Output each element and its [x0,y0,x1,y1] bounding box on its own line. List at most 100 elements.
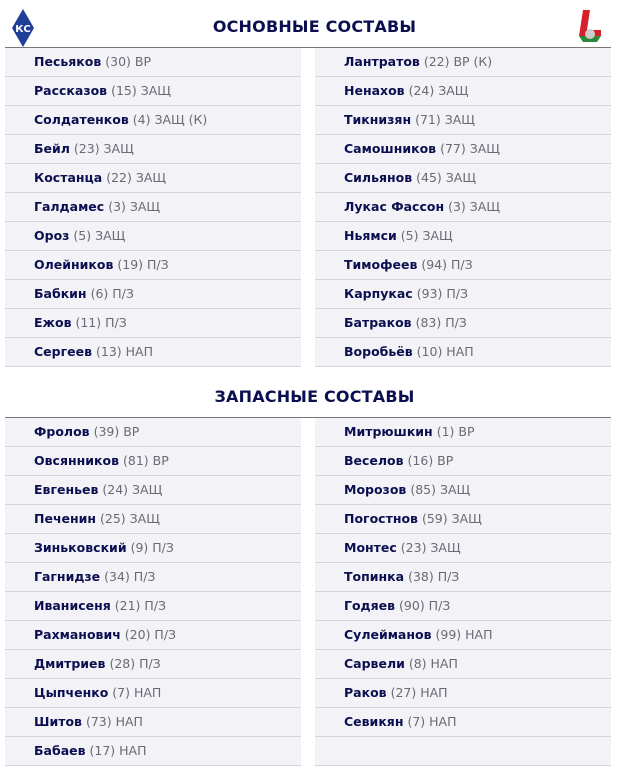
player-name: Севикян [344,714,404,729]
player-name: Ненахов [344,83,405,98]
player-row: Монтес (23) ЗАЩ [315,534,611,563]
player-row: Шитов (73) НАП [5,708,301,737]
player-number-position: (73) НАП [85,714,143,729]
player-row: Морозов (85) ЗАЩ [315,476,611,505]
divider [5,417,611,418]
player-number-position: (38) П/З [408,569,460,584]
player-row: Погостнов (59) ЗАЩ [315,505,611,534]
player-name: Гагнидзе [34,569,101,584]
player-number-position: (34) П/З [104,569,156,584]
player-number-position: (3) ЗАЩ [448,199,500,214]
player-row: Зиньковский (9) П/З [5,534,301,563]
player-number-position: (3) ЗАЩ [108,199,161,214]
player-number-position: (16) ВР [407,453,454,468]
player-name: Сарвели [344,656,405,671]
player-row: Годяев (90) П/З [315,592,611,621]
player-name: Печенин [34,511,97,526]
player-row: Ненахов (24) ЗАЩ [315,77,611,106]
player-row: Дмитриев (28) П/З [5,650,301,679]
player-number-position: (45) ЗАЩ [416,170,477,185]
home-starting-list: Песьяков (30) ВР Рассказов (15) ЗАЩ Солдат… [5,48,301,367]
player-number-position: (93) П/З [416,286,468,301]
player-row: Овсянников (81) ВР [5,447,301,476]
player-row: Лантратов (22) ВР (К) [315,48,611,77]
player-number-position: (30) ВР [105,54,151,69]
player-number-position: (1) ВР [436,424,475,439]
player-number-position: (28) П/З [109,656,161,671]
substitutes-title: ЗАПАСНЫЕ СОСТАВЫ [214,387,415,406]
player-number-position: (71) ЗАЩ [415,112,475,127]
svg-text:КС: КС [15,24,31,35]
player-name: Бейл [34,141,70,156]
player-row: Бабаев (17) НАП [5,737,301,766]
player-name: Лантратов [344,54,420,69]
player-row: Топинка (38) П/З [315,563,611,592]
player-name: Погостнов [344,511,418,526]
player-name: Дмитриев [34,656,106,671]
player-name: Овсянников [34,453,119,468]
player-name: Галдамес [34,199,105,214]
player-row: Самошников (77) ЗАЩ [315,135,611,164]
player-number-position: (24) ЗАЩ [408,83,469,98]
player-row: Сергеев (13) НАП [5,338,301,367]
player-name: Солдатенков [34,112,129,127]
player-number-position: (39) ВР [93,424,140,439]
player-name: Сильянов [344,170,413,185]
player-row: Ньямси (5) ЗАЩ [315,222,611,251]
player-row: Костанца (22) ЗАЩ [5,164,301,193]
player-number-position: (7) НАП [112,685,162,700]
player-number-position: (24) ЗАЩ [102,482,163,497]
player-row: Митрюшкин (1) ВР [315,418,611,447]
player-number-position: (77) ЗАЩ [440,141,500,156]
home-team-logo: КС [12,9,34,47]
player-row: Сулейманов (99) НАП [315,621,611,650]
player-row: Рассказов (15) ЗАЩ [5,77,301,106]
player-row: Воробьёв (10) НАП [315,338,611,367]
player-name: Ньямси [344,228,397,243]
player-number-position: (59) ЗАЩ [421,511,482,526]
player-name: Иванисеня [34,598,111,613]
player-number-position: (81) ВР [122,453,169,468]
player-name: Веселов [344,453,404,468]
player-name: Шитов [34,714,82,729]
player-row: Севикян (7) НАП [315,708,611,737]
player-row: Фролов (39) ВР [5,418,301,447]
player-row: Печенин (25) ЗАЩ [5,505,301,534]
player-number-position: (94) П/З [421,257,473,272]
away-starting-list: Лантратов (22) ВР (К) Ненахов (24) ЗАЩ Тик… [315,48,611,367]
player-name: Олейников [34,257,114,272]
player-row: Бабкин (6) П/З [5,280,301,309]
player-row: Олейников (19) П/З [5,251,301,280]
player-name: Монтес [344,540,397,555]
player-row: Раков (27) НАП [315,679,611,708]
player-row: Тикнизян (71) ЗАЩ [315,106,611,135]
player-number-position: (5) ЗАЩ [73,228,126,243]
player-row: Ежов (11) П/З [5,309,301,338]
player-number-position: (8) НАП [408,656,458,671]
player-number-position: (19) П/З [117,257,169,272]
player-number-position: (21) П/З [114,598,167,613]
player-name: Сулейманов [344,627,432,642]
away-team-logo [579,10,601,42]
player-name: Тикнизян [344,112,412,127]
player-number-position: (23) ЗАЩ [400,540,461,555]
player-row: Цыпченко (7) НАП [5,679,301,708]
player-name: Тимофеев [344,257,418,272]
player-number-position: (13) НАП [95,344,153,359]
player-number-position: (27) НАП [390,685,448,700]
player-number-position: (15) ЗАЩ [111,83,171,98]
player-number-position: (11) П/З [75,315,127,330]
player-row: Галдамес (3) ЗАЩ [5,193,301,222]
player-name: Рахманович [34,627,121,642]
player-row: Батраков (83) П/З [315,309,611,338]
player-number-position: (23) ЗАЩ [73,141,134,156]
player-number-position: (25) ЗАЩ [100,511,160,526]
player-name: Митрюшкин [344,424,433,439]
away-subs-list: Митрюшкин (1) ВР Веселов (16) ВР Морозов (… [315,418,611,766]
player-number-position: (4) ЗАЩ (К) [132,112,208,127]
player-name: Ороз [34,228,70,243]
player-name: Фролов [34,424,90,439]
player-name: Костанца [34,170,103,185]
player-row [315,737,611,766]
player-number-position: (22) ВР (К) [423,54,493,69]
